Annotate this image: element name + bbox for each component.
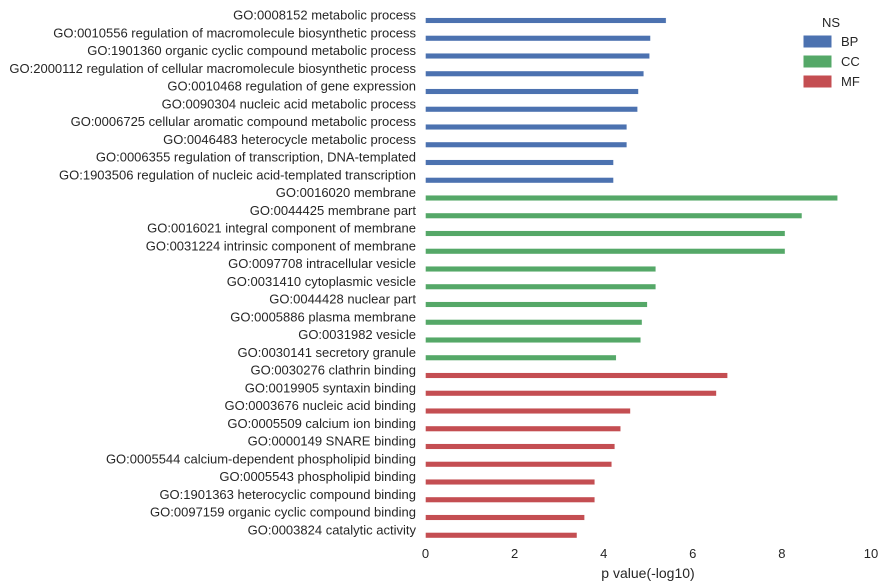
bar-mf-3 (425, 408, 631, 414)
x-tick-label: 8 (778, 546, 785, 561)
category-label: GO:1901363 heterocyclic compound binding (159, 487, 416, 502)
bar-cc-7 (425, 301, 648, 308)
category-label: GO:1903506 regulation of nucleic acid-te… (59, 167, 416, 182)
x-tick-label: 4 (600, 546, 607, 561)
category-label: GO:0044428 nuclear part (269, 292, 416, 307)
legend: NS BP CC MF (802, 15, 860, 89)
category-label: GO:0031224 intrinsic component of membra… (146, 238, 416, 253)
category-label: GO:0005886 plasma membrane (230, 309, 416, 324)
category-label: GO:0031410 cytoplasmic vesicle (227, 274, 416, 289)
bar-cc-6 (425, 283, 657, 290)
bar-cc-3 (425, 230, 786, 237)
category-label: GO:0016020 membrane (276, 185, 416, 200)
category-label: GO:0005544 calcium-dependent phospholipi… (106, 451, 416, 466)
legend-label-bp: BP (841, 34, 858, 49)
bar-bp-8 (425, 141, 628, 148)
category-label: GO:0005509 calcium ion binding (227, 416, 416, 431)
bar-mf-10 (425, 532, 578, 539)
category-label: GO:0010556 regulation of macromolecule b… (53, 25, 416, 40)
bar-cc-9 (425, 337, 641, 343)
bar-bp-2 (425, 35, 651, 42)
bar-cc-1 (425, 195, 838, 201)
legend-title: NS (822, 15, 840, 30)
bar-cc-2 (425, 212, 803, 219)
category-label: GO:2000112 regulation of cellular macrom… (9, 61, 416, 76)
category-label: GO:0046483 heterocycle metabolic process (163, 132, 416, 147)
bar-mf-5 (425, 443, 616, 450)
x-tick-label: 10 (864, 546, 878, 561)
bar-mf-7 (425, 479, 595, 485)
category-label: GO:0016021 integral component of membran… (147, 221, 416, 236)
bars-group (425, 17, 838, 539)
category-label: GO:0097708 intracellular vesicle (228, 256, 416, 271)
legend-swatch-mf (802, 74, 833, 89)
bar-mf-2 (425, 390, 717, 397)
bar-mf-1 (425, 372, 728, 379)
category-label: GO:0006355 regulation of transcription, … (96, 150, 416, 165)
bar-bp-7 (425, 124, 628, 130)
category-label: GO:0090304 nucleic acid metabolic proces… (162, 96, 417, 111)
legend-label-mf: MF (841, 74, 860, 89)
bar-mf-9 (425, 514, 585, 521)
bar-cc-8 (425, 319, 643, 326)
category-label: GO:0003824 catalytic activity (248, 522, 417, 537)
bar-mf-4 (425, 425, 621, 432)
category-label: GO:0097159 organic cyclic compound bindi… (150, 505, 416, 520)
bar-bp-1 (425, 17, 667, 24)
category-label: GO:1901360 organic cyclic compound metab… (87, 43, 416, 58)
category-label: GO:0019905 syntaxin binding (245, 380, 416, 395)
bar-cc-4 (425, 248, 786, 255)
category-label: GO:0000149 SNARE binding (248, 434, 416, 449)
bar-cc-5 (425, 266, 657, 272)
x-axis-ticks: 0 2 4 6 8 10 (422, 546, 878, 561)
x-axis-label: p value(-log10) (601, 565, 694, 581)
category-label: GO:0008152 metabolic process (233, 8, 416, 23)
bar-cc-10 (425, 354, 617, 361)
category-label: GO:0031982 vesicle (298, 327, 416, 342)
legend-swatch-cc (802, 54, 833, 69)
category-label: GO:0030141 secretory granule (238, 345, 417, 360)
category-labels: GO:0008152 metabolic process GO:0010556 r… (9, 8, 416, 538)
bar-bp-5 (425, 88, 639, 95)
category-label: GO:0030276 clathrin binding (250, 363, 416, 378)
bar-bp-3 (425, 53, 650, 59)
bar-bp-10 (425, 177, 614, 184)
bar-mf-8 (425, 496, 595, 503)
bar-mf-6 (425, 461, 612, 468)
category-label: GO:0006725 cellular aromatic compound me… (71, 114, 417, 129)
x-tick-label: 6 (689, 546, 696, 561)
bar-bp-6 (425, 106, 638, 113)
legend-swatch-bp (802, 34, 833, 49)
bar-bp-9 (425, 159, 614, 166)
category-label: GO:0010468 regulation of gene expression (167, 79, 416, 94)
category-label: GO:0003676 nucleic acid binding (224, 398, 416, 413)
category-label: GO:0005543 phospholipid binding (219, 469, 416, 484)
bar-bp-4 (425, 70, 644, 77)
x-tick-label: 0 (422, 546, 429, 561)
x-tick-label: 2 (511, 546, 518, 561)
legend-label-cc: CC (841, 54, 860, 69)
category-label: GO:0044425 membrane part (250, 203, 417, 218)
